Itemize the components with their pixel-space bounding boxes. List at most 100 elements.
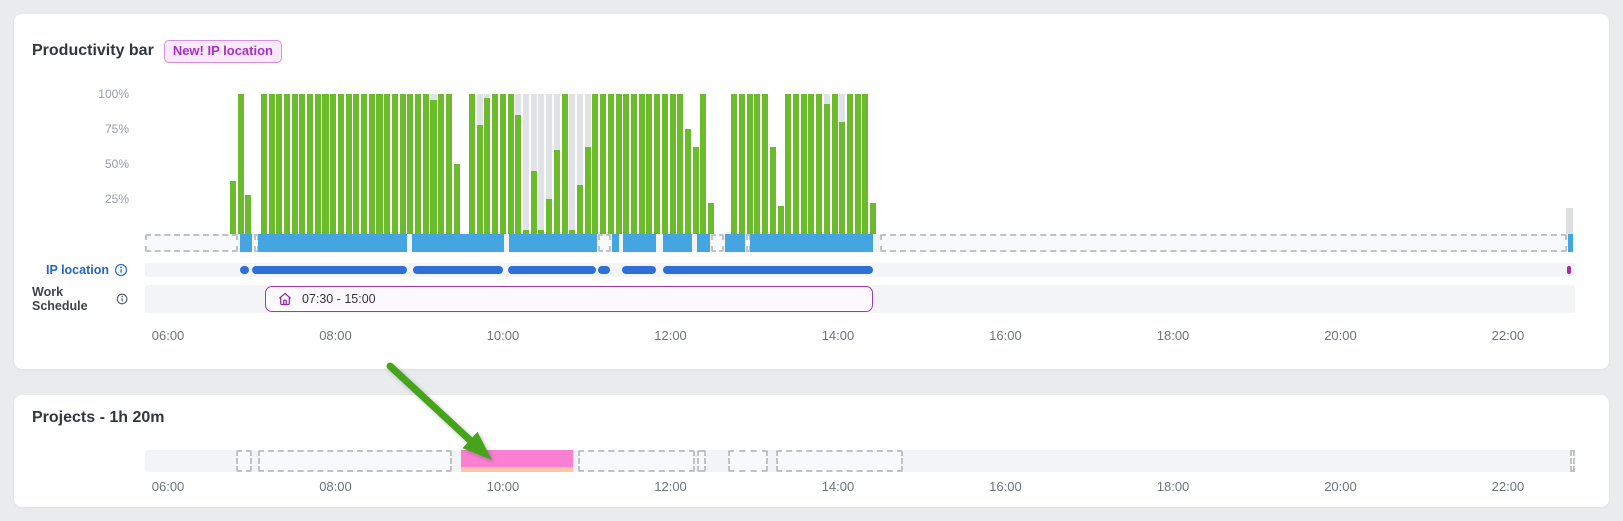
projects-track[interactable] bbox=[145, 450, 1575, 472]
productivity-bar[interactable] bbox=[415, 94, 422, 234]
productivity-bar[interactable] bbox=[692, 94, 699, 234]
productivity-bar[interactable] bbox=[685, 94, 692, 234]
productivity-bar[interactable] bbox=[330, 94, 337, 234]
productivity-bar[interactable] bbox=[484, 94, 491, 234]
productivity-bar[interactable] bbox=[569, 94, 576, 234]
productivity-bar[interactable] bbox=[307, 94, 314, 234]
productivity-bar[interactable] bbox=[353, 94, 360, 234]
ip-location-segment[interactable] bbox=[598, 266, 611, 274]
productivity-bar[interactable] bbox=[245, 94, 252, 234]
productivity-bar[interactable] bbox=[646, 94, 653, 234]
productivity-bar[interactable] bbox=[368, 94, 375, 234]
productivity-bar[interactable] bbox=[708, 94, 715, 234]
ip-location-end-marker[interactable] bbox=[1566, 266, 1571, 274]
tracked-time-segment[interactable] bbox=[612, 234, 620, 252]
ip-location-segment[interactable] bbox=[412, 266, 503, 274]
productivity-bar[interactable] bbox=[654, 94, 661, 234]
productivity-bar[interactable] bbox=[553, 94, 560, 234]
productivity-bar[interactable] bbox=[391, 94, 398, 234]
productivity-bar[interactable] bbox=[276, 94, 283, 234]
productivity-bar[interactable] bbox=[631, 94, 638, 234]
productivity-bar[interactable] bbox=[453, 94, 460, 234]
productivity-bar[interactable] bbox=[322, 94, 329, 234]
productivity-bar[interactable] bbox=[499, 94, 506, 234]
productivity-bar[interactable] bbox=[445, 94, 452, 234]
productivity-bar[interactable] bbox=[754, 94, 761, 234]
ip-location-segment[interactable] bbox=[622, 266, 656, 274]
ip-location-segment[interactable] bbox=[662, 266, 873, 274]
project-time-segment[interactable] bbox=[461, 450, 573, 467]
productivity-bar[interactable] bbox=[268, 94, 275, 234]
productivity-bar[interactable] bbox=[638, 94, 645, 234]
productivity-bar[interactable] bbox=[800, 94, 807, 234]
productivity-bar[interactable] bbox=[847, 94, 854, 234]
ip-location-segment[interactable] bbox=[507, 266, 596, 274]
tracked-time-segment[interactable] bbox=[1567, 234, 1573, 252]
productivity-bar[interactable] bbox=[530, 94, 537, 234]
productivity-bar[interactable] bbox=[299, 94, 306, 234]
productivity-bar[interactable] bbox=[615, 94, 622, 234]
productivity-bar[interactable] bbox=[854, 94, 861, 234]
productivity-bar[interactable] bbox=[376, 94, 383, 234]
project-time-sub-segment[interactable] bbox=[461, 467, 573, 472]
productivity-bar[interactable] bbox=[515, 94, 522, 234]
tracked-time-segment[interactable] bbox=[750, 234, 873, 252]
tracked-time-segment[interactable] bbox=[623, 234, 656, 252]
productivity-bar[interactable] bbox=[314, 94, 321, 234]
tracked-time-segment[interactable] bbox=[725, 234, 746, 252]
work-schedule-entry[interactable]: 07:30 - 15:00 bbox=[264, 286, 873, 312]
productivity-bar[interactable] bbox=[592, 94, 599, 234]
productivity-bar[interactable] bbox=[816, 94, 823, 234]
tracked-time-segment[interactable] bbox=[257, 234, 407, 252]
tracked-time-segment[interactable] bbox=[239, 234, 252, 252]
ip-location-track[interactable] bbox=[145, 263, 1575, 277]
productivity-bar[interactable] bbox=[407, 94, 414, 234]
ip-location-segment[interactable] bbox=[251, 266, 407, 274]
productivity-bar[interactable] bbox=[492, 94, 499, 234]
productivity-bar[interactable] bbox=[839, 94, 846, 234]
productivity-bar[interactable] bbox=[283, 94, 290, 234]
productivity-bar[interactable] bbox=[862, 94, 869, 234]
productivity-bar[interactable] bbox=[422, 94, 429, 234]
productivity-bar[interactable] bbox=[584, 94, 591, 234]
productivity-bar[interactable] bbox=[577, 94, 584, 234]
productivity-bar[interactable] bbox=[600, 94, 607, 234]
info-circle-icon[interactable] bbox=[116, 292, 128, 306]
productivity-bar[interactable] bbox=[677, 94, 684, 234]
info-circle-icon[interactable] bbox=[114, 263, 128, 277]
productivity-bar[interactable] bbox=[731, 94, 738, 234]
productivity-bar[interactable] bbox=[700, 94, 707, 234]
ip-location-segment[interactable] bbox=[239, 266, 249, 274]
productivity-bar[interactable] bbox=[507, 94, 514, 234]
productivity-bar[interactable] bbox=[762, 94, 769, 234]
productivity-bar[interactable] bbox=[399, 94, 406, 234]
productivity-bar[interactable] bbox=[769, 94, 776, 234]
productivity-bar[interactable] bbox=[337, 94, 344, 234]
productivity-bar[interactable] bbox=[546, 94, 553, 234]
productivity-bar[interactable] bbox=[237, 94, 244, 234]
productivity-bar[interactable] bbox=[229, 94, 236, 234]
productivity-bar[interactable] bbox=[831, 94, 838, 234]
productivity-bar[interactable] bbox=[661, 94, 668, 234]
productivity-bar[interactable] bbox=[345, 94, 352, 234]
tracked-time-segment[interactable] bbox=[411, 234, 504, 252]
productivity-bar[interactable] bbox=[808, 94, 815, 234]
productivity-bar[interactable] bbox=[561, 94, 568, 234]
tracked-time-segment[interactable] bbox=[508, 234, 597, 252]
productivity-bar[interactable] bbox=[476, 94, 483, 234]
productivity-bar[interactable] bbox=[607, 94, 614, 234]
productivity-bar[interactable] bbox=[870, 94, 877, 234]
productivity-bar[interactable] bbox=[523, 94, 530, 234]
productivity-bar[interactable] bbox=[739, 94, 746, 234]
tracked-time-segment[interactable] bbox=[662, 234, 692, 252]
productivity-bar[interactable] bbox=[438, 94, 445, 234]
tracked-time-segment[interactable] bbox=[696, 234, 710, 252]
productivity-bar[interactable] bbox=[291, 94, 298, 234]
productivity-bar[interactable] bbox=[669, 94, 676, 234]
productivity-bar[interactable] bbox=[785, 94, 792, 234]
productivity-bar[interactable] bbox=[623, 94, 630, 234]
productivity-bar[interactable] bbox=[823, 94, 830, 234]
productivity-bar[interactable] bbox=[361, 94, 368, 234]
productivity-bar[interactable] bbox=[260, 94, 267, 234]
productivity-bar[interactable] bbox=[538, 94, 545, 234]
